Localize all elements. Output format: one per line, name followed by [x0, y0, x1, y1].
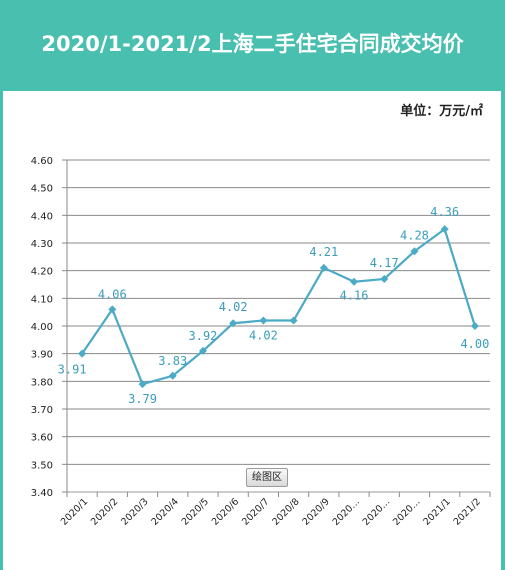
x-tick-label: 2020…	[331, 496, 363, 528]
data-label: 4.00	[460, 337, 489, 351]
series-line-path	[81, 228, 476, 386]
y-tick-label: 4.30	[31, 239, 53, 250]
x-tick-label: 2021/2	[452, 496, 483, 527]
data-label: 4.02	[249, 328, 278, 342]
y-tick-label: 3.80	[31, 377, 53, 388]
plot-area-tooltip: 绘图区	[246, 468, 288, 487]
data-label: 3.92	[189, 329, 218, 343]
data-point-marker	[229, 319, 238, 328]
y-tick-label: 3.50	[31, 460, 53, 471]
y-tick-label: 3.60	[31, 433, 53, 444]
data-point-marker	[198, 346, 207, 355]
data-point-marker	[289, 316, 298, 325]
x-tick-label: 2020/9	[301, 496, 332, 527]
data-point-marker	[319, 263, 328, 272]
chart-panel	[3, 91, 501, 570]
x-tick-label: 2020/4	[149, 496, 180, 527]
x-tick-label: 2020…	[361, 496, 393, 528]
x-tick-label: 2020…	[391, 496, 423, 528]
data-point-marker	[380, 274, 389, 283]
data-label: 4.06	[98, 287, 127, 301]
y-tick-label: 3.40	[31, 488, 53, 499]
x-tick-label: 2020/6	[210, 496, 241, 527]
x-tick-label: 2020/2	[89, 496, 120, 527]
title-bar: 2020/1-2021/2上海二手住宅合同成交均价	[0, 0, 505, 88]
data-point-marker	[470, 322, 479, 330]
y-tick-label: 4.50	[31, 184, 53, 195]
y-tick-label: 4.40	[31, 211, 53, 222]
y-tick-label: 4.20	[31, 267, 53, 278]
data-label: 4.17	[370, 256, 399, 270]
data-point-marker	[168, 371, 177, 380]
x-axis-ticks: 2020/12020/22020/32020/42020/52020/62020…	[59, 496, 483, 528]
data-label: 4.02	[219, 300, 248, 314]
y-tick-label: 4.60	[31, 156, 53, 167]
unit-label: 单位：万元/㎡	[400, 104, 483, 119]
series-line	[78, 225, 479, 389]
y-tick-label: 3.90	[31, 350, 53, 361]
x-tick-label: 2020/7	[240, 496, 271, 527]
x-tick-label: 2021/1	[421, 496, 452, 527]
y-tick-label: 4.10	[31, 294, 53, 305]
data-label: 4.21	[309, 245, 338, 259]
chart-title: 2020/1-2021/2上海二手住宅合同成交均价	[41, 32, 464, 56]
x-tick-label: 2020/5	[180, 496, 211, 527]
data-label: 3.79	[128, 392, 157, 406]
y-tick-label: 4.00	[31, 322, 53, 333]
data-point-marker	[410, 247, 419, 256]
data-point-marker	[440, 225, 449, 234]
x-tick-label: 2020/3	[119, 496, 150, 527]
data-labels: 3.91 4.06 3.79 3.833.92 4.024.02 4.21 4.16 4.17…	[58, 205, 490, 406]
data-point-marker	[78, 349, 87, 358]
data-label: 3.91	[58, 363, 87, 377]
data-label: 4.16	[340, 289, 369, 303]
y-axis-ticks: 3.40 3.50 3.60 3.70 3.80 3.90 4.00 4.10 4.20 4.30…	[31, 156, 53, 499]
data-point-marker	[259, 316, 268, 325]
data-point-marker	[138, 380, 147, 389]
x-tick-label: 2020/1	[59, 496, 90, 527]
data-point-marker	[350, 277, 359, 286]
y-tick-label: 3.70	[31, 405, 53, 416]
chart-gridlines	[62, 159, 491, 497]
data-label: 4.36	[430, 205, 459, 219]
x-tick-label: 2020/8	[270, 496, 301, 527]
data-label: 3.83	[158, 354, 187, 368]
data-point-marker	[108, 305, 117, 314]
data-label: 4.28	[400, 228, 429, 242]
